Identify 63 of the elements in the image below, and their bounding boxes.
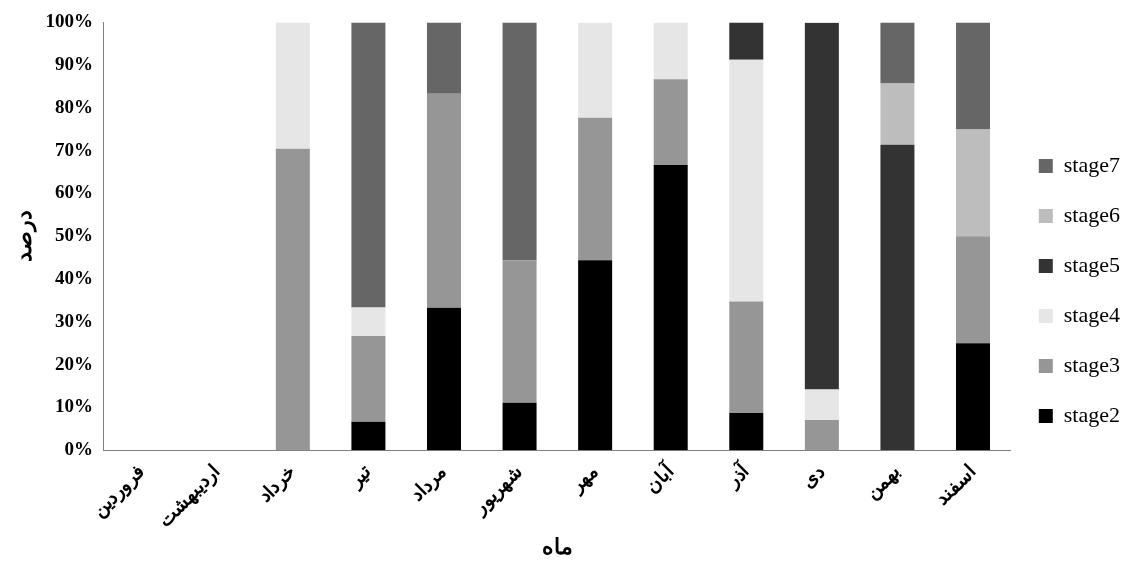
legend-label: stage7 bbox=[1063, 151, 1120, 177]
x-tick-label: اردیبهشت bbox=[153, 460, 225, 532]
bar bbox=[653, 79, 688, 165]
bar bbox=[653, 22, 688, 80]
x-axis-title: ماه bbox=[541, 534, 573, 560]
x-tick-label: بهمن bbox=[861, 460, 905, 504]
bar bbox=[729, 301, 764, 414]
bar bbox=[880, 22, 915, 84]
bar bbox=[351, 22, 386, 308]
y-tick-label: 60% bbox=[54, 181, 93, 203]
bar bbox=[578, 117, 613, 261]
bar bbox=[880, 144, 915, 451]
y-tick-label: 50% bbox=[54, 224, 93, 246]
bar bbox=[275, 22, 310, 149]
x-tick-label: مهر bbox=[564, 460, 603, 499]
bar bbox=[426, 307, 461, 451]
bar bbox=[351, 307, 386, 337]
y-tick-label: 80% bbox=[54, 95, 93, 117]
bar bbox=[502, 260, 537, 403]
bar bbox=[956, 22, 991, 130]
y-tick-label: 70% bbox=[54, 138, 93, 160]
legend-label: stage5 bbox=[1063, 251, 1120, 277]
bar bbox=[426, 22, 461, 94]
x-tick-label: مرداد bbox=[406, 460, 451, 506]
bar bbox=[502, 402, 537, 451]
bar bbox=[804, 22, 839, 390]
bar bbox=[351, 421, 386, 451]
bar bbox=[804, 389, 839, 420]
x-tick-label: آذر bbox=[719, 458, 755, 494]
bar bbox=[956, 129, 991, 237]
x-tick-label: اسفند bbox=[931, 460, 980, 509]
bar bbox=[956, 236, 991, 344]
y-tick-label: 30% bbox=[54, 309, 93, 331]
legend-label: stage6 bbox=[1063, 201, 1120, 227]
bar bbox=[729, 22, 764, 60]
bar bbox=[729, 413, 764, 451]
bar bbox=[426, 93, 461, 308]
legend-label: stage4 bbox=[1063, 301, 1120, 327]
legend-label: stage2 bbox=[1063, 401, 1120, 427]
y-tick-label: 10% bbox=[54, 395, 93, 417]
bar bbox=[956, 343, 991, 451]
y-tick-label: 20% bbox=[54, 352, 93, 374]
x-tick-label: آبان bbox=[639, 458, 679, 497]
x-tick-label: خرداد bbox=[253, 460, 300, 507]
bar bbox=[880, 83, 915, 145]
x-tick-label: شهریور bbox=[467, 460, 527, 520]
bar bbox=[502, 22, 537, 261]
x-tick-label: دی bbox=[797, 460, 829, 492]
bar bbox=[653, 164, 688, 451]
x-tick-label: تیر bbox=[343, 460, 376, 493]
bar bbox=[804, 419, 839, 451]
bar bbox=[351, 336, 386, 422]
bar bbox=[275, 148, 310, 451]
x-tick-label: فروردین bbox=[87, 460, 149, 522]
y-tick-label: 100% bbox=[45, 10, 93, 32]
bar bbox=[578, 260, 613, 451]
bar bbox=[729, 59, 764, 302]
y-tick-label: 40% bbox=[54, 267, 93, 289]
bar bbox=[578, 22, 613, 118]
y-tick-label: 0% bbox=[64, 438, 93, 460]
legend-label: stage3 bbox=[1063, 351, 1120, 377]
y-tick-label: 90% bbox=[54, 53, 93, 75]
y-axis-title: درصد bbox=[10, 210, 37, 263]
